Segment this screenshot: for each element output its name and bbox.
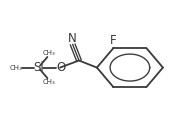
Text: CH₃: CH₃ <box>43 79 55 85</box>
Text: N: N <box>68 32 77 46</box>
Text: CH₃: CH₃ <box>10 65 23 71</box>
Text: O: O <box>56 61 65 74</box>
Text: CH₃: CH₃ <box>43 50 55 56</box>
Text: F: F <box>110 34 116 47</box>
Text: Si: Si <box>33 61 44 74</box>
